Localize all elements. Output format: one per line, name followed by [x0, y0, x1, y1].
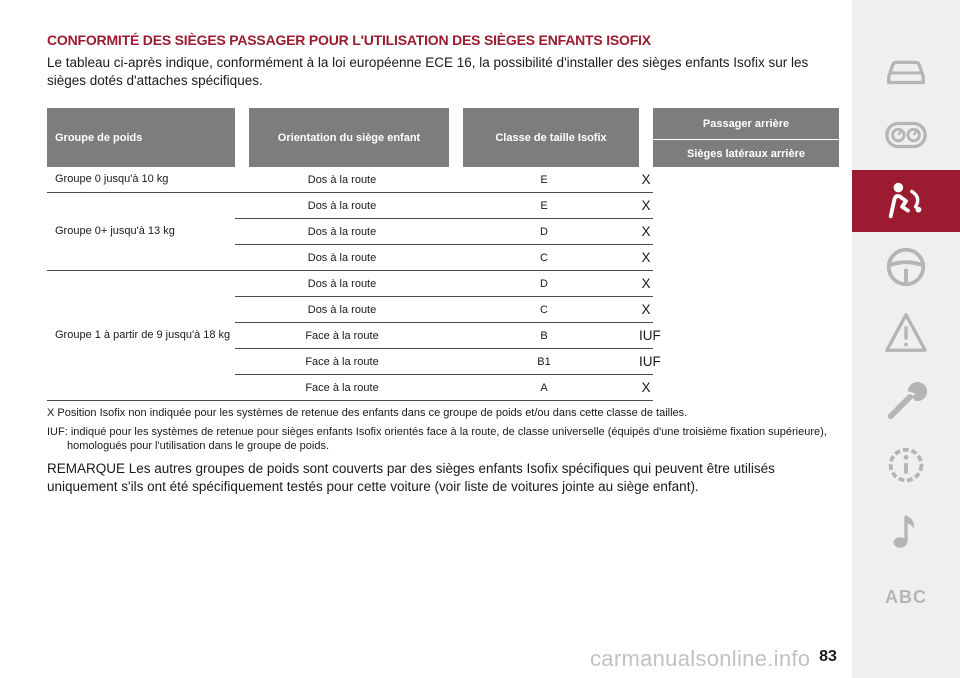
header-rear-side-seats: Sièges latéraux arrière [653, 139, 839, 167]
orientation-cell: Dos à la route [235, 167, 449, 193]
page-number: 83 [819, 648, 837, 665]
rear-seat-cell: X [639, 192, 653, 219]
sidebar-item-starting[interactable] [852, 236, 960, 298]
rear-seat-cell: X [639, 270, 653, 297]
footnote-iuf: IUF: indiqué pour les systèmes de retenu… [47, 426, 827, 452]
wrench-icon [887, 381, 928, 420]
orientation-cell: Face à la route [235, 322, 449, 349]
chapter-sidebar: ABC [852, 0, 960, 678]
sidebar-item-maintenance[interactable] [852, 368, 960, 430]
orientation-cell: Dos à la route [235, 244, 449, 271]
size-class-cell: C [449, 296, 639, 323]
header-weight-group: Groupe de poids [47, 108, 235, 167]
table-body: Groupe 0 jusqu'à 10 kg Dos à la route E X Gr… [47, 167, 839, 401]
size-class-cell: D [449, 270, 639, 297]
sidebar-item-multimedia[interactable] [852, 500, 960, 562]
orientation-cell: Dos à la route [235, 296, 449, 323]
table-row: Dos à la route C X [47, 296, 839, 323]
weight-group-cell: Groupe 0+ jusqu'à 13 kg [47, 192, 235, 271]
rear-seat-cell: IUF [639, 322, 661, 349]
abc-icon: ABC [885, 586, 927, 607]
sidebar-item-dashboard[interactable] [852, 104, 960, 166]
rear-seat-cell: X [639, 296, 653, 323]
dashboard-icon [885, 121, 927, 149]
orientation-cell: Dos à la route [235, 270, 449, 297]
music-note-icon [893, 515, 914, 548]
size-class-cell: E [449, 192, 639, 219]
table-row: Face à la route A X [47, 374, 839, 401]
header-orientation: Orientation du siège enfant [249, 108, 449, 167]
remark-paragraph: REMARQUE Les autres groupes de poids son… [47, 461, 775, 494]
orientation-cell: Dos à la route [235, 218, 449, 245]
weight-group-cell: Groupe 0 jusqu'à 10 kg [47, 167, 235, 193]
size-class-cell: A [449, 374, 639, 401]
section-title: CONFORMITÉ DES SIÈGES PASSAGER POUR L'UT… [47, 32, 651, 48]
sidebar-item-vehicle[interactable] [852, 40, 960, 102]
rear-seat-cell: X [639, 374, 653, 401]
table-row: Groupe 1 à partir de 9 jusqu'à 18 kg Dos … [47, 270, 839, 401]
header-size-class: Classe de taille Isofix [463, 108, 639, 167]
table-row: Dos à la route D X [47, 218, 839, 245]
weight-group-cell: Groupe 1 à partir de 9 jusqu'à 18 kg [47, 270, 235, 401]
header-rear-passenger: Passager arrière [653, 108, 839, 140]
sidebar-item-technical-data[interactable] [852, 434, 960, 496]
car-icon [887, 60, 925, 85]
sidebar-item-safety[interactable] [852, 170, 960, 232]
rear-seat-cell: X [639, 218, 653, 245]
info-gear-icon [888, 447, 924, 483]
footnote-x: X Position Isofix non indiquée pour les … [47, 407, 688, 419]
size-class-cell: E [449, 167, 639, 193]
airbag-passenger-icon [888, 182, 922, 219]
sidebar-item-emergency[interactable] [852, 302, 960, 364]
steering-wheel-icon [886, 247, 926, 287]
orientation-cell: Face à la route [235, 348, 449, 375]
table-row: Dos à la route C X [47, 244, 839, 271]
intro-paragraph: Le tableau ci-après indique, conformémen… [47, 55, 809, 88]
table-row: Face à la route B IUF [47, 322, 839, 349]
rear-seat-cell: IUF [639, 348, 661, 375]
rear-seat-cell: X [639, 167, 653, 193]
size-class-cell: C [449, 244, 639, 271]
sidebar-item-index[interactable]: ABC [852, 566, 960, 628]
table-row: Groupe 0+ jusqu'à 13 kg Dos à la route E X [47, 192, 839, 271]
rear-seat-cell: X [639, 244, 653, 271]
orientation-cell: Dos à la route [235, 192, 449, 219]
table-row: Face à la route B1 IUF [47, 348, 839, 375]
orientation-cell: Face à la route [235, 374, 449, 401]
size-class-cell: B1 [449, 348, 639, 375]
table-row: Groupe 0 jusqu'à 10 kg Dos à la route E X [47, 167, 839, 193]
warning-triangle-icon [885, 313, 927, 352]
size-class-cell: B [449, 322, 639, 349]
isofix-compatibility-table: Groupe de poids Orientation du siège enf… [47, 108, 839, 401]
page-content: CONFORMITÉ DES SIÈGES PASSAGER POUR L'UT… [47, 32, 839, 496]
size-class-cell: D [449, 218, 639, 245]
watermark: carmanualsonline.info [590, 646, 811, 671]
